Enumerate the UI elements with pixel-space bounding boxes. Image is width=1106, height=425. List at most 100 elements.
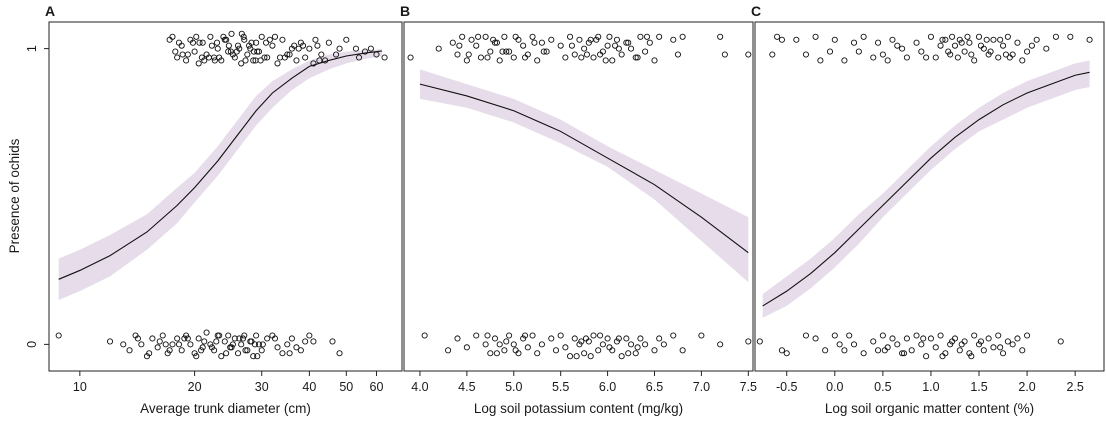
point-present [997, 36, 1004, 43]
point-absent [524, 344, 531, 351]
point-present [618, 51, 625, 58]
point-present [310, 60, 317, 67]
x-tick-label: 6.0 [599, 380, 616, 394]
point-present [923, 54, 930, 61]
point-absent [846, 332, 853, 339]
point-absent [623, 335, 630, 342]
point-absent [454, 335, 461, 342]
point-present [975, 33, 983, 40]
point-present [567, 33, 574, 40]
point-present [964, 33, 971, 40]
point-absent [604, 335, 611, 342]
panel-letter: A [45, 3, 55, 19]
x-tick-label: 0.5 [874, 380, 891, 394]
point-absent [203, 329, 210, 336]
point-present [1052, 33, 1059, 40]
point-absent [831, 332, 838, 339]
point-absent [822, 347, 829, 354]
point-present [642, 48, 649, 55]
point-absent [894, 341, 901, 348]
point-absent [590, 332, 597, 339]
point-present [627, 45, 635, 52]
point-present [604, 42, 611, 49]
point-absent [884, 344, 891, 351]
point-present [576, 36, 583, 43]
point-present [244, 51, 251, 58]
point-absent [184, 335, 191, 342]
point-absent [259, 341, 266, 348]
point-present [325, 39, 332, 46]
point-present [583, 51, 590, 58]
y-tick-label: 0 [25, 341, 39, 348]
point-present [286, 51, 293, 58]
point-present [1067, 33, 1074, 40]
point-present [990, 36, 997, 43]
point-absent [841, 347, 848, 354]
point-present [362, 48, 369, 55]
point-present [238, 60, 245, 67]
point-absent [512, 347, 519, 354]
point-absent [223, 350, 230, 357]
point-absent [552, 347, 560, 354]
point-present [381, 54, 388, 61]
point-present [968, 51, 975, 58]
point-present [302, 54, 309, 61]
point-present [571, 51, 578, 58]
confidence-band [419, 69, 749, 283]
point-absent [258, 347, 265, 354]
point-present [205, 54, 212, 61]
point-absent [1000, 350, 1007, 357]
x-tick-label: 2.0 [1018, 380, 1035, 394]
point-present [609, 57, 616, 64]
point-absent [538, 341, 545, 348]
point-absent [238, 341, 245, 348]
point-absent [1004, 338, 1011, 345]
point-present [884, 57, 891, 64]
point-present [961, 48, 968, 55]
point-present [721, 51, 728, 58]
point-present [279, 36, 286, 43]
point-present [449, 39, 456, 46]
point-present [435, 45, 442, 52]
point-absent [618, 353, 625, 360]
point-absent [698, 332, 705, 339]
point-absent [487, 350, 494, 357]
panel-c: C -0.5 0.0 0.5 1.0 1.5 2.0 2.5 Log soil organic … [751, 3, 1105, 416]
x-tick-label: 60 [370, 380, 384, 394]
point-present [894, 42, 901, 49]
point-present [1033, 36, 1040, 43]
point-present [540, 48, 547, 55]
point-present [271, 33, 279, 40]
point-absent [244, 347, 251, 354]
point-present [465, 51, 472, 58]
point-present [477, 54, 484, 61]
point-present [613, 36, 621, 43]
point-present [817, 57, 824, 64]
point-absent [956, 347, 963, 354]
point-absent [336, 350, 343, 357]
point-absent [581, 350, 588, 357]
point-present [1086, 36, 1093, 43]
x-tick-label: 6.5 [646, 380, 663, 394]
x-tick-label: 1.0 [922, 380, 939, 394]
point-absent [181, 335, 188, 342]
point-absent [977, 338, 984, 345]
confidence-band [58, 49, 382, 301]
point-absent [239, 335, 247, 342]
point-present [174, 54, 181, 61]
x-tick-label: 10 [73, 380, 87, 394]
point-absent [225, 332, 232, 339]
point-absent [812, 335, 819, 342]
point-present [463, 57, 470, 64]
point-absent [248, 338, 255, 345]
point-present [966, 39, 973, 46]
point-absent [889, 335, 896, 342]
point-absent [1024, 332, 1031, 339]
point-absent [288, 335, 295, 342]
point-present [945, 48, 952, 55]
point-absent [1019, 347, 1026, 354]
point-absent [146, 350, 153, 357]
point-absent [783, 350, 790, 357]
